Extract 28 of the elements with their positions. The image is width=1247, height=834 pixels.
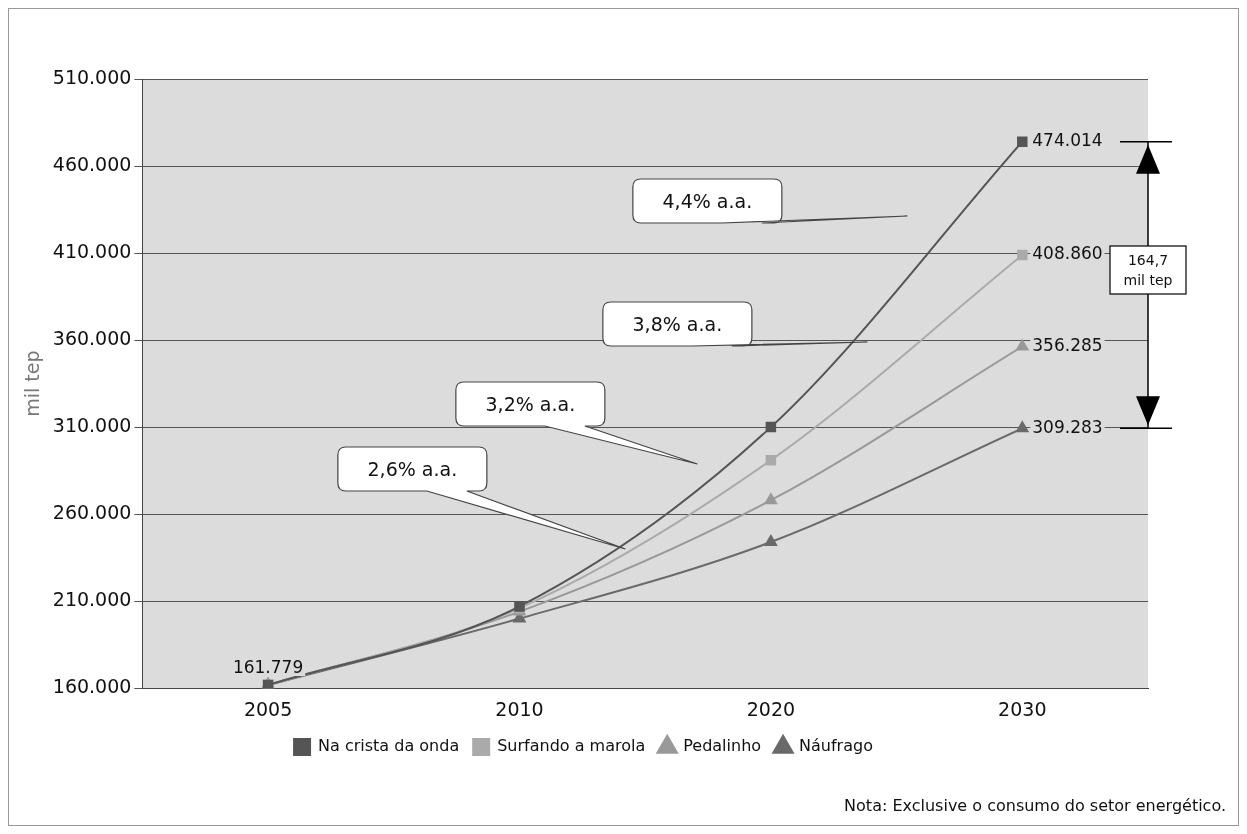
legend-label: Pedalinho xyxy=(683,736,762,756)
text: Nota: Exclusive o consumo do setor energético. xyxy=(844,796,1226,816)
x-tick-label: 2005 xyxy=(243,697,293,720)
annotation: 4,4% a.a. xyxy=(662,190,753,212)
annotation: 3,2% a.a. xyxy=(485,393,576,415)
legend-label: Na crista da onda xyxy=(318,736,460,756)
legend-label: Náufrago xyxy=(799,736,873,756)
annotation: 164,7 mil tep xyxy=(1123,252,1173,288)
legend-label: Surfando a marola xyxy=(497,736,646,756)
data-label: 474.014 xyxy=(1032,130,1103,151)
data-label: 356.285 xyxy=(1032,334,1103,355)
y-tick-label: 160.000 xyxy=(52,675,132,698)
x-tick-label: 2020 xyxy=(746,697,796,720)
x-tick-label: 2010 xyxy=(495,697,544,720)
y-tick-label: 460.000 xyxy=(52,152,132,175)
y-tick-label: 410.000 xyxy=(52,239,132,262)
y-axis-title: mil tep xyxy=(21,350,44,417)
y-tick-label: 210.000 xyxy=(52,588,132,611)
data-label: 408.860 xyxy=(1032,243,1103,264)
annotation: 2,6% a.a. xyxy=(367,458,458,480)
annotation: 3,8% a.a. xyxy=(632,313,723,335)
y-tick-label: 510.000 xyxy=(52,65,132,88)
data-label: 161.779 xyxy=(232,657,304,678)
y-tick-label: 260.000 xyxy=(52,501,132,524)
y-tick-label: 310.000 xyxy=(52,414,132,437)
y-tick-label: 360.000 xyxy=(52,327,132,350)
data-label: 309.283 xyxy=(1032,416,1103,437)
x-tick-label: 2030 xyxy=(998,697,1047,720)
